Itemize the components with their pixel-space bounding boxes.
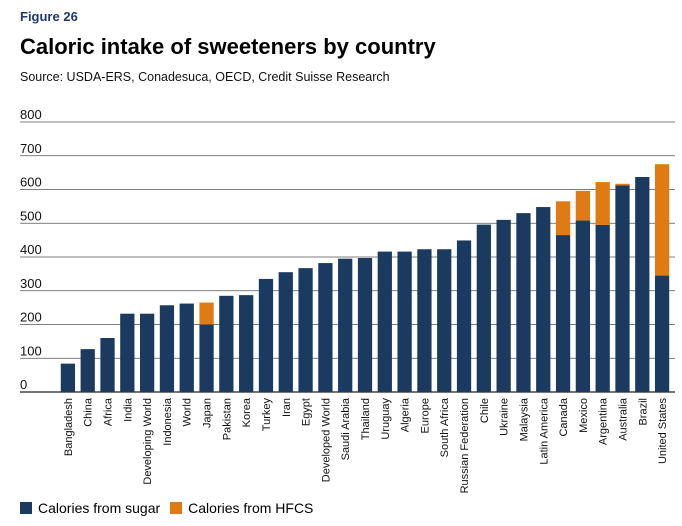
bar-sugar-latin-america bbox=[536, 207, 551, 392]
x-tick-label: Latin America bbox=[538, 397, 550, 465]
x-tick-label: Malaysia bbox=[518, 397, 530, 441]
y-axis-ticks: 0 100 200 300 400 500 600 700 800 bbox=[20, 107, 42, 392]
y-tick-label: 700 bbox=[20, 141, 42, 156]
bar-sugar-india bbox=[120, 313, 135, 392]
bar-sugar-egypt bbox=[298, 268, 313, 392]
bar-sugar-europe bbox=[417, 249, 432, 392]
x-tick-label: Argentina bbox=[598, 397, 610, 445]
bar-sugar-united-states bbox=[654, 275, 670, 392]
x-tick-label: South Africa bbox=[439, 397, 451, 457]
legend-swatch-sugar bbox=[20, 502, 32, 514]
x-tick-label: Australia bbox=[617, 397, 629, 441]
bar-sugar-korea bbox=[239, 295, 254, 392]
bar-hfcs-argentina bbox=[595, 182, 610, 225]
x-tick-label: Developing World bbox=[142, 398, 154, 485]
y-tick-label: 0 bbox=[20, 377, 27, 392]
x-tick-label: Europe bbox=[419, 398, 431, 433]
legend-item-sugar: Calories from sugar bbox=[20, 500, 160, 516]
bar-sugar-uruguay bbox=[377, 251, 392, 392]
bar-sugar-south-africa bbox=[437, 249, 452, 392]
bar-sugar-africa bbox=[100, 338, 115, 392]
y-tick-label: 800 bbox=[20, 107, 42, 122]
legend-label-hfcs: Calories from HFCS bbox=[188, 500, 314, 516]
bar-sugar-china bbox=[80, 349, 95, 392]
x-tick-label: Brazil bbox=[637, 398, 649, 426]
legend: Calories from sugar Calories from HFCS bbox=[20, 500, 323, 516]
bar-sugar-world bbox=[179, 303, 194, 392]
x-tick-label: Africa bbox=[103, 397, 115, 426]
x-tick-label: Thailand bbox=[360, 398, 372, 440]
bar-hfcs-canada bbox=[555, 201, 571, 236]
bar-hfcs-mexico bbox=[575, 190, 591, 221]
x-tick-label: Turkey bbox=[261, 398, 273, 432]
y-tick-label: 300 bbox=[20, 276, 42, 291]
x-tick-label: Japan bbox=[202, 398, 214, 428]
y-tick-label: 400 bbox=[20, 242, 42, 257]
bar-sugar-russian-federation bbox=[456, 240, 472, 392]
x-tick-label: Bangladesh bbox=[63, 398, 75, 456]
x-tick-label: India bbox=[122, 397, 134, 422]
bar-sugar-brazil bbox=[635, 177, 650, 392]
bar-hfcs-united-states bbox=[654, 164, 670, 276]
x-tick-label: Mexico bbox=[578, 398, 590, 433]
bar-sugar-indonesia bbox=[159, 305, 175, 392]
bar-sugar-bangladesh bbox=[60, 363, 76, 392]
bar-sugar-iran bbox=[278, 272, 293, 392]
legend-swatch-hfcs bbox=[170, 502, 183, 514]
x-tick-label: Ukraine bbox=[499, 398, 511, 436]
x-tick-label: Uruguay bbox=[380, 398, 392, 440]
legend-item-hfcs: Calories from HFCS bbox=[170, 500, 313, 516]
x-tick-label: Developed World bbox=[320, 398, 332, 482]
x-axis-labels: Bangladesh China Africa India Developing Wor… bbox=[63, 397, 669, 493]
y-tick-label: 100 bbox=[20, 343, 42, 358]
bar-sugar-canada bbox=[555, 235, 571, 392]
chart-title: Caloric intake of sweeteners by country bbox=[20, 34, 436, 59]
bar-sugar-ukraine bbox=[496, 219, 511, 392]
x-tick-label: Russian Federation bbox=[459, 398, 471, 493]
x-tick-label: Indonesia bbox=[162, 397, 174, 446]
y-tick-label: 200 bbox=[20, 310, 42, 325]
x-tick-label: Chile bbox=[479, 398, 491, 423]
x-tick-label: United States bbox=[657, 398, 669, 465]
x-tick-label: Canada bbox=[558, 397, 570, 436]
bar-sugar-argentina bbox=[595, 224, 610, 392]
bar-sugar-australia bbox=[615, 185, 630, 392]
y-tick-label: 600 bbox=[20, 175, 42, 190]
bar-sugar-malaysia bbox=[516, 213, 531, 392]
bar-sugar-turkey bbox=[258, 278, 274, 392]
x-tick-label: Saudi Arabia bbox=[340, 397, 352, 460]
bar-sugar-developing-world bbox=[139, 313, 155, 392]
bar-hfcs-australia bbox=[615, 183, 630, 186]
x-tick-label: Korea bbox=[241, 397, 253, 427]
bar-sugar-algeria bbox=[397, 251, 412, 392]
y-tick-label: 500 bbox=[20, 208, 42, 223]
x-tick-label: Pakistan bbox=[221, 398, 233, 440]
legend-label-sugar: Calories from sugar bbox=[38, 500, 161, 516]
bar-sugar-pakistan bbox=[219, 295, 234, 392]
x-tick-label: Egypt bbox=[301, 398, 313, 426]
figure-label: Figure 26 bbox=[20, 9, 78, 24]
bar-sugar-chile bbox=[476, 224, 491, 392]
bar-sugar-japan bbox=[199, 324, 214, 392]
bar-sugar-mexico bbox=[575, 220, 591, 392]
bar-hfcs-japan bbox=[199, 302, 214, 325]
bar-sugar-thailand bbox=[357, 258, 373, 392]
x-tick-label: World bbox=[182, 398, 194, 427]
x-tick-label: China bbox=[83, 397, 95, 427]
x-tick-label: Iran bbox=[281, 398, 293, 417]
x-tick-label: Algeria bbox=[400, 397, 412, 432]
bar-sugar-developed-world bbox=[318, 263, 333, 392]
bar-sugar-saudi-arabia bbox=[338, 258, 353, 392]
chart-source: Source: USDA-ERS, Conadesuca, OECD, Cred… bbox=[20, 70, 390, 84]
bars bbox=[60, 164, 670, 392]
